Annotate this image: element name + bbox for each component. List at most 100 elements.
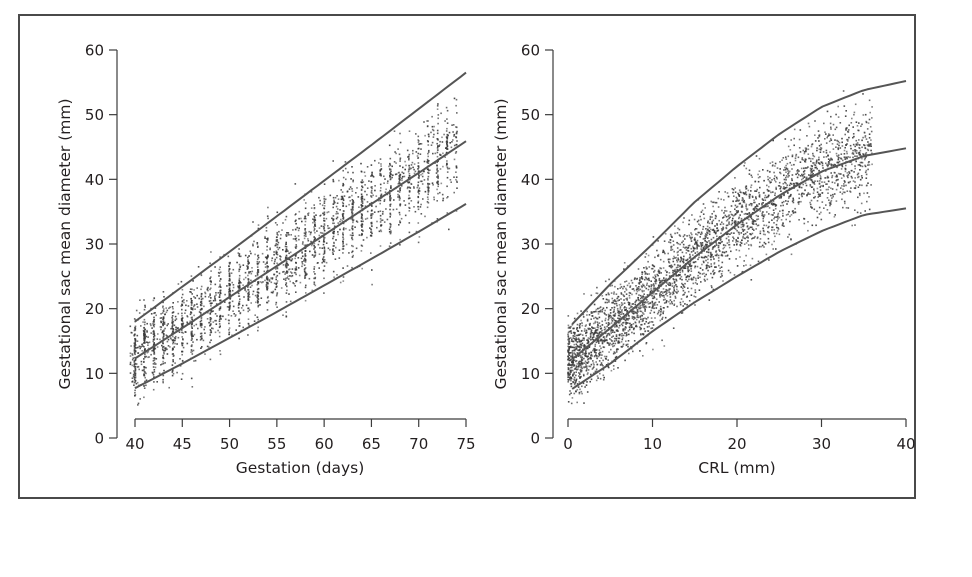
data-point: [133, 335, 136, 337]
data-point: [417, 196, 420, 199]
data-point: [644, 256, 647, 258]
data-point: [714, 232, 717, 235]
data-point: [180, 378, 183, 380]
data-point: [286, 232, 288, 234]
data-point: [641, 296, 643, 298]
data-point: [295, 244, 297, 246]
data-point: [572, 349, 575, 352]
data-point: [705, 228, 707, 230]
data-point: [200, 308, 203, 311]
data-point: [594, 316, 597, 319]
data-point: [352, 254, 354, 257]
data-point: [721, 254, 724, 257]
data-point: [417, 222, 420, 224]
data-point: [162, 378, 164, 381]
data-point: [641, 304, 643, 307]
data-point: [713, 230, 716, 232]
data-point: [633, 316, 636, 318]
data-point: [669, 284, 672, 287]
data-point: [404, 204, 407, 206]
data-point: [303, 199, 305, 201]
data-point: [287, 232, 290, 234]
data-point: [305, 272, 307, 275]
data-point: [867, 161, 870, 164]
data-point: [801, 173, 803, 176]
data-point: [366, 217, 369, 220]
data-point: [186, 315, 188, 317]
data-point: [837, 105, 839, 108]
data-point: [417, 208, 420, 211]
data-point: [184, 312, 186, 314]
data-point: [428, 149, 430, 152]
data-point: [162, 291, 165, 293]
data-point: [620, 292, 623, 294]
data-point: [758, 157, 761, 160]
data-point: [596, 349, 598, 351]
data-point: [220, 299, 222, 302]
data-point: [398, 153, 401, 156]
data-point: [161, 348, 164, 350]
data-point: [446, 141, 449, 144]
data-point: [570, 402, 573, 405]
data-point: [712, 256, 714, 258]
data-point: [162, 357, 164, 359]
data-point: [215, 319, 217, 322]
data-point: [664, 233, 667, 235]
data-point: [162, 320, 164, 323]
data-point: [567, 381, 569, 383]
data-point: [167, 345, 170, 347]
data-point: [621, 311, 623, 314]
data-point: [631, 326, 633, 328]
data-point: [153, 297, 155, 299]
data-point: [571, 351, 573, 354]
data-point: [341, 191, 344, 193]
data-point: [795, 153, 798, 156]
data-point: [791, 174, 794, 176]
data-point: [862, 114, 865, 116]
data-point: [192, 349, 195, 352]
data-point: [257, 262, 260, 265]
data-point: [423, 121, 425, 123]
data-point: [261, 276, 263, 279]
data-point: [437, 122, 439, 125]
data-point: [831, 188, 834, 190]
data-point: [409, 168, 411, 170]
data-point: [134, 381, 136, 384]
data-point: [362, 220, 364, 223]
data-point: [595, 332, 597, 334]
data-point: [181, 343, 183, 346]
data-point: [828, 163, 831, 165]
data-point: [644, 330, 646, 333]
data-point: [807, 193, 809, 195]
data-point: [267, 254, 269, 257]
data-point: [700, 244, 702, 246]
data-point: [172, 369, 174, 371]
data-point: [596, 326, 599, 329]
data-point: [206, 287, 209, 290]
data-point: [736, 199, 738, 202]
data-point: [151, 349, 153, 352]
data-point: [847, 176, 849, 179]
data-point: [253, 320, 256, 322]
data-point: [316, 262, 319, 264]
data-point: [592, 362, 595, 364]
data-point: [672, 271, 674, 274]
data-point: [831, 163, 833, 166]
data-point: [630, 279, 633, 282]
data-point: [816, 216, 819, 219]
data-point: [303, 270, 306, 273]
data-point: [803, 151, 806, 153]
data-point: [447, 134, 449, 137]
data-point: [171, 374, 174, 377]
data-point: [228, 329, 230, 331]
data-point: [420, 203, 422, 206]
data-point: [714, 266, 716, 268]
data-point: [200, 319, 203, 322]
data-point: [860, 175, 863, 177]
data-point: [735, 258, 737, 260]
data-point: [375, 205, 377, 208]
data-point: [745, 207, 748, 209]
data-point: [662, 312, 664, 315]
data-point: [385, 188, 387, 191]
data-point: [323, 205, 326, 207]
